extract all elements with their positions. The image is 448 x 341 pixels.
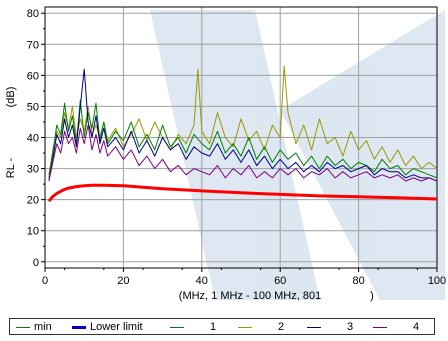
- series-line-4: [48, 124, 438, 182]
- y-tick-label: 80: [27, 8, 39, 20]
- x-tick-label: 80: [352, 275, 364, 287]
- legend-item-2: 2: [238, 320, 284, 334]
- legend-item-3: 3: [307, 320, 353, 334]
- legend-label-min: min: [34, 321, 52, 333]
- x-tick-label: 0: [42, 275, 48, 287]
- y-tick-label: 0: [33, 257, 39, 269]
- series-line-3: [48, 68, 438, 182]
- x-tick-label: 60: [274, 275, 286, 287]
- ticks: 0 20 40 60 80 100 0 10 20 30 40 50 60 70 80: [27, 8, 446, 287]
- legend-item-min: min: [16, 320, 52, 334]
- y-tick-label: 60: [27, 70, 39, 82]
- y-tick-label: 70: [27, 39, 39, 51]
- legend-swatch-3: [307, 326, 321, 328]
- y-tick-label: 20: [27, 195, 39, 207]
- y-axis-title: RL -: [5, 157, 17, 178]
- watermark: [150, 10, 445, 300]
- legend-item-1: 1: [170, 320, 216, 334]
- legend-label-1: 1: [210, 321, 217, 333]
- series-line-1: [48, 99, 438, 179]
- legend-swatch-min: [16, 326, 30, 328]
- x-axis-title: (MHz, 1 MHz - 100 MHz, 801: [179, 290, 321, 302]
- legend-swatch-4: [373, 326, 387, 328]
- series-line-lower-limit: [47, 183, 438, 203]
- legend-swatch-2: [238, 326, 252, 328]
- legend-swatch-1: [170, 326, 184, 328]
- legend-item-lower-limit: Lower limit: [72, 320, 143, 334]
- y-axis-unit: (dB): [5, 87, 17, 108]
- legend-label-2: 2: [278, 321, 285, 333]
- x-tick-label: 40: [196, 275, 208, 287]
- y-tick-label: 10: [27, 226, 39, 238]
- legend: min Lower limit 1 2 3 4: [9, 318, 435, 335]
- x-tick-label: 100: [428, 275, 446, 287]
- y-tick-label: 30: [27, 164, 39, 176]
- x-tick-label: 20: [117, 275, 129, 287]
- y-tick-label: 40: [27, 133, 39, 145]
- legend-swatch-lower-limit: [72, 325, 86, 329]
- legend-label-4: 4: [413, 321, 420, 333]
- legend-item-4: 4: [373, 320, 419, 334]
- x-axis-title-suffix: ): [370, 290, 374, 302]
- y-tick-label: 50: [27, 101, 39, 113]
- series-layer: [47, 65, 438, 203]
- legend-label-3: 3: [347, 321, 354, 333]
- legend-label-lower-limit: Lower limit: [90, 321, 143, 333]
